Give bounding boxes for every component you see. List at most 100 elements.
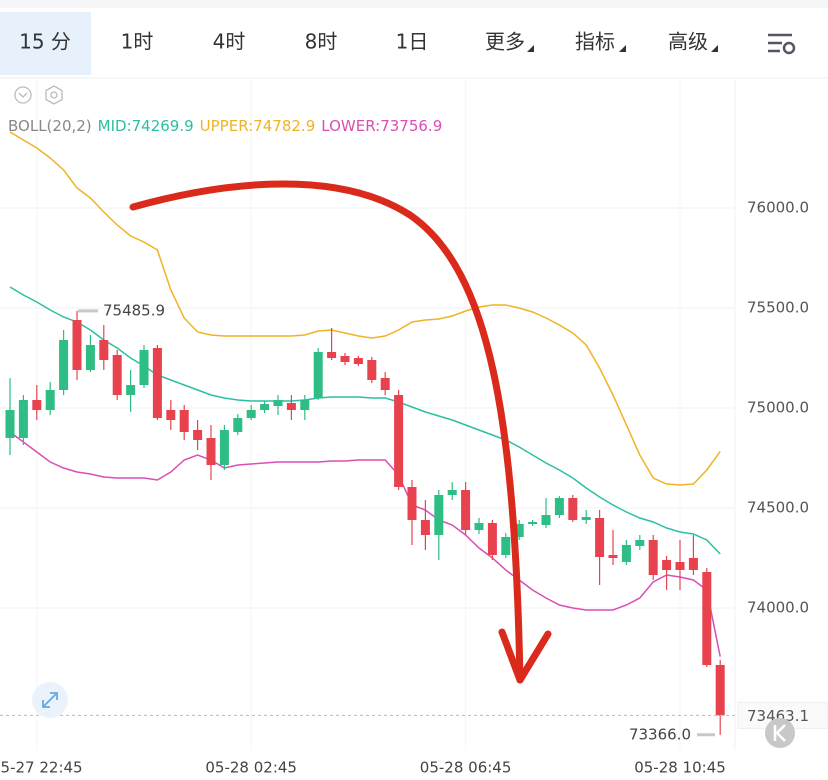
tab[interactable]: 1时 [121,30,154,54]
candle-body [300,400,310,410]
labels: 74000.0 74500.0 75000.0 75500.0 76000.0 05-27… [0,199,828,777]
candle-body [501,537,511,555]
candle-body [394,395,404,487]
high-marker-label: 75485.9 [103,301,165,319]
legend-entry: UPPER:74782.9 [200,117,316,135]
y-tick-label: 75000.0 [747,399,809,417]
candle-body [568,498,578,520]
settings-icon[interactable] [768,33,796,55]
candle-body [313,352,323,398]
candle-body [715,665,725,716]
y-tick-label: 76000.0 [747,199,809,217]
low-marker-label: 73366.0 [629,725,691,743]
y-tick-label: 75500.0 [747,299,809,317]
candle-body [219,430,229,465]
candle-body [327,352,337,358]
candle-body [126,385,136,395]
candle-body [112,355,122,395]
indicator-name: BOLL(20,2) [8,117,92,135]
candle-body [702,572,712,665]
candle-body [621,545,631,562]
last-price-label: 73463.1 [747,707,809,725]
indicator-settings-icon[interactable] [45,85,63,105]
candle-body [5,410,15,438]
candle-body [32,400,42,410]
candle-body [193,430,203,440]
candle-body [353,358,363,364]
tab[interactable]: 更多 [485,30,525,54]
candle-body [514,524,524,537]
candle-body [528,522,538,524]
tab[interactable]: 1日 [396,30,429,54]
tab[interactable]: 15 分 [19,30,71,54]
candle-body [595,518,605,557]
candle-body [45,390,55,410]
candle-body [139,350,149,385]
x-tick-label: 05-27 22:45 [0,759,83,777]
candle-body [461,490,471,530]
annotation-arrow [129,180,524,684]
active-tab-bg [0,12,91,75]
dropdown-triangle [527,45,534,52]
dropdown-triangle [711,45,718,52]
candle-body [688,558,698,570]
candle-body [367,360,377,380]
candle-body [99,340,109,360]
candle-body [260,404,270,410]
collapse-icon[interactable] [14,86,32,104]
boll-lines [9,131,721,657]
candle-body [59,340,69,390]
annotation-arrow-head [498,628,552,684]
candle-body [206,438,216,465]
kline-button[interactable] [765,718,795,748]
candle-body [648,540,658,575]
tab-bar: 15 分 1时 4时 8时 1日 更多 指标 高级 [19,30,708,54]
candle-body [581,517,591,520]
boll-line [9,431,721,657]
tab[interactable]: 8时 [305,30,338,54]
x-tick-label: 05-28 02:45 [205,759,297,777]
x-tick-label: 05-28 10:45 [634,759,726,777]
collapse-chevron [18,92,28,98]
y-tick-label: 74500.0 [747,499,809,517]
tab[interactable]: 指标 [575,30,615,54]
candle-body [487,523,497,555]
candle-body [72,320,82,370]
y-tick-label: 74000.0 [747,599,809,617]
legend-entry: MID:74269.9 [98,117,194,135]
candle-body [152,348,162,418]
candle-body [662,560,672,570]
candle-body [18,400,28,438]
tab[interactable]: 4时 [213,30,246,54]
candle-body [554,498,564,515]
boll-line [9,286,721,555]
candle-body [608,555,618,558]
x-tick-label: 05-28 06:45 [420,759,512,777]
candle-body [541,515,551,525]
candle-body [179,410,189,432]
tab[interactable]: 高级 [668,30,708,54]
candle-body [474,523,484,530]
kline-icon [773,724,786,742]
expand-icon [42,692,58,708]
candle-body [85,345,95,370]
candle-body [233,418,243,432]
candle-body [407,487,417,520]
candle-body [675,562,685,570]
candle-body [286,403,296,410]
candle-body [380,378,390,390]
candle-body [340,356,350,362]
indicator-settings-dot [50,91,58,99]
legend-entry: LOWER:73756.9 [321,117,442,135]
top-strip [0,0,828,8]
indicator-legend: BOLL(20,2) MID:74269.9 UPPER:74782.9 LOWER:… [8,117,442,135]
candle-body [273,400,283,406]
candle-body [246,410,256,418]
candle-body [420,520,430,535]
candle-body [447,490,457,495]
candle-body [166,410,176,420]
candle-body [434,495,444,535]
